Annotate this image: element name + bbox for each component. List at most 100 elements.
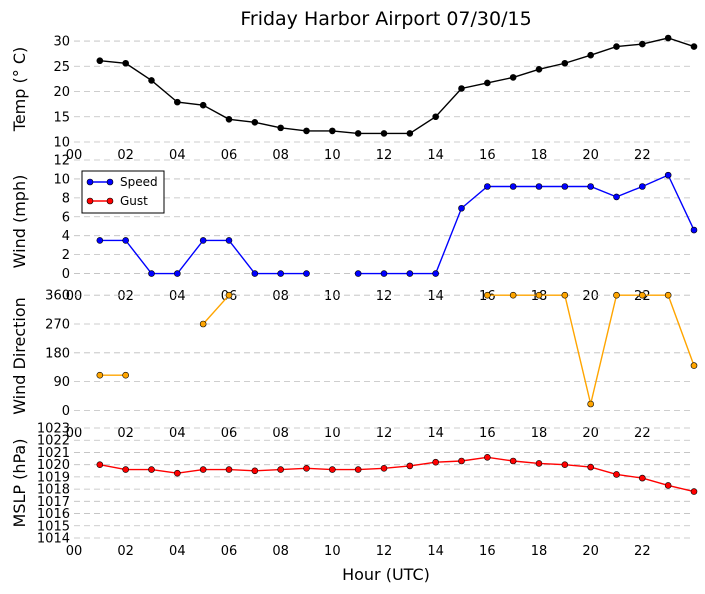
x-tick-label: 04: [169, 289, 186, 304]
data-point: [406, 130, 414, 137]
legend-label: Speed: [120, 175, 158, 189]
data-point: [225, 466, 233, 473]
panel-mslp: 1014101510161017101810191020102110221023…: [10, 422, 698, 559]
y-tick-label: 180: [45, 346, 70, 361]
y-tick-label: 1014: [37, 532, 70, 547]
data-point: [122, 59, 129, 67]
data-point: [406, 462, 414, 470]
data-point: [406, 270, 414, 277]
data-point: [664, 291, 672, 299]
x-tick-label: 16: [479, 148, 496, 163]
x-tick-label: 06: [221, 426, 238, 441]
y-tick-label: 360: [45, 289, 70, 304]
x-tick-label: 16: [479, 544, 496, 559]
y-tick-label: 1015: [37, 519, 70, 534]
data-point: [354, 130, 362, 137]
x-tick-label: 18: [531, 148, 548, 163]
series-line: [99, 456, 695, 493]
x-tick-label: 12: [376, 289, 393, 304]
series-temp: [96, 34, 698, 137]
y-tick-label: 30: [53, 35, 70, 50]
data-point: [96, 237, 104, 244]
data-point: [251, 467, 259, 475]
data-point: [561, 291, 569, 299]
data-point: [561, 461, 569, 468]
x-tick-label: 16: [479, 426, 496, 441]
x-tick-label: 14: [427, 148, 444, 163]
x-tick-label: 12: [376, 544, 393, 559]
legend-box: [81, 170, 165, 214]
x-tick-label: 22: [634, 544, 651, 559]
x-tick-label: 00: [66, 544, 83, 559]
data-point: [174, 98, 181, 106]
data-point: [587, 51, 594, 59]
x-tick-label: 10: [324, 148, 341, 163]
y-tick-label: 1022: [37, 434, 70, 449]
data-point: [251, 270, 259, 277]
data-point: [664, 171, 672, 179]
y-tick-label: 1019: [37, 470, 70, 485]
y-tick-label: 90: [53, 375, 70, 390]
y-tick-label: 6: [62, 210, 70, 225]
data-point: [690, 362, 698, 369]
x-tick-label: 02: [117, 289, 134, 304]
data-point: [122, 466, 129, 473]
data-point: [613, 43, 620, 50]
data-point: [225, 291, 233, 299]
x-tick-label: 02: [117, 544, 134, 559]
x-tick-label: 10: [324, 289, 341, 304]
data-point: [174, 469, 181, 477]
data-point: [535, 183, 543, 190]
series-wind-direction: [96, 291, 698, 408]
legend-marker: [106, 197, 114, 205]
data-point: [432, 458, 439, 466]
y-tick-label: 25: [53, 60, 70, 75]
series-line: [487, 294, 695, 405]
y-axis-label: Wind Direction: [10, 297, 29, 415]
data-point: [148, 270, 155, 277]
x-tick-label: 20: [582, 289, 599, 304]
y-tick-label: 20: [53, 85, 70, 100]
y-tick-label: 1023: [37, 422, 70, 437]
data-point: [639, 183, 646, 190]
panel-temp: 10 15 20 25 30 00 02 04 06 08 10 12 14 16 18 20 22 Temp (…: [10, 34, 698, 163]
data-point: [199, 320, 207, 328]
data-point: [122, 237, 129, 244]
data-point: [587, 463, 594, 471]
data-point: [613, 471, 620, 478]
data-point: [148, 77, 155, 84]
x-tick-label: 14: [427, 544, 444, 559]
data-point: [639, 474, 646, 482]
data-point: [251, 119, 259, 126]
data-point: [199, 101, 207, 109]
y-axis-label: MSLP (hPa): [10, 439, 29, 528]
data-point: [122, 371, 129, 379]
series-line: [99, 239, 307, 275]
data-point: [432, 113, 439, 121]
data-point: [303, 270, 310, 277]
y-tick-label: 10: [53, 172, 70, 187]
x-tick-label: 12: [376, 148, 393, 163]
data-point: [174, 270, 181, 277]
panel-wind: 024681012000204060810121416182022Wind (m…: [10, 154, 698, 304]
data-point: [329, 466, 336, 473]
y-tick-label: 15: [53, 110, 70, 125]
x-tick-label: 08: [272, 544, 289, 559]
data-point: [639, 291, 646, 299]
x-tick-label: 14: [427, 289, 444, 304]
x-tick-label: 06: [221, 148, 238, 163]
chart-title: Friday Harbor Airport 07/30/15: [240, 8, 531, 30]
data-point: [484, 79, 491, 87]
data-point: [664, 482, 672, 489]
legend-marker: [86, 178, 94, 186]
data-point: [277, 124, 284, 132]
data-point: [613, 291, 620, 299]
data-point: [380, 130, 388, 137]
data-point: [199, 237, 207, 244]
data-point: [690, 226, 698, 234]
x-tick-label: 02: [117, 148, 134, 163]
data-point: [96, 461, 104, 468]
data-point: [509, 457, 517, 465]
x-tick-label: 18: [531, 544, 548, 559]
y-axis-label: Temp (° C): [10, 47, 29, 132]
